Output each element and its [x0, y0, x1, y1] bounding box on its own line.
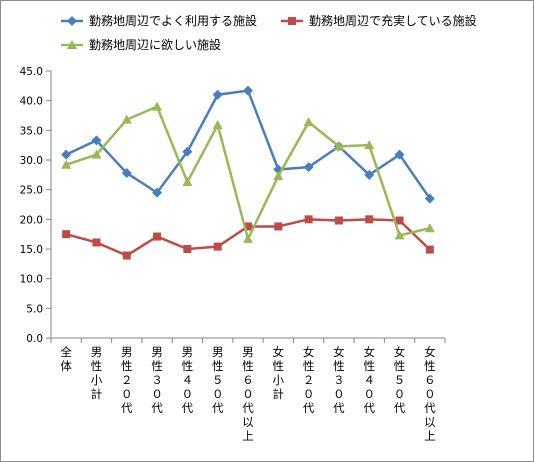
data-point [153, 232, 162, 241]
y-tick-label: 5.0 [26, 303, 43, 315]
data-point [212, 119, 223, 129]
data-point [121, 114, 132, 124]
data-point [212, 89, 223, 100]
data-point [304, 215, 313, 224]
data-point [243, 85, 253, 96]
data-point [61, 159, 72, 169]
legend-entry: 勤務地周辺でよく利用する施設 [61, 13, 257, 28]
y-tick-label: 40.0 [20, 96, 43, 108]
y-tick-label: 15.0 [20, 244, 43, 256]
legend-marker [288, 17, 296, 25]
data-point [274, 222, 283, 231]
data-point [152, 187, 163, 198]
data-point [364, 169, 375, 180]
data-point [62, 230, 71, 239]
data-point [121, 168, 132, 179]
y-tick-label: 20.0 [20, 214, 43, 226]
legend-marker [67, 16, 77, 26]
data-point [364, 140, 375, 150]
y-tick-label: 10.0 [20, 274, 43, 286]
y-tick-label: 30.0 [20, 155, 43, 167]
y-axis: 0.0 5.0 10.0 15.0 20.0 25.0 30.0 35.0 40.0 45.0 [20, 66, 52, 345]
series-lines [61, 85, 435, 260]
data-point [152, 101, 163, 111]
x-axis: 全体 男性小計 男性２０代 男性３０代 男性４０代 男性５０代 男性６０代以上 女性小計 女性２… [50, 337, 446, 443]
data-point [182, 176, 193, 186]
data-point [91, 149, 102, 159]
series-2 [62, 215, 434, 260]
y-tick-label: 45.0 [20, 66, 43, 78]
legend-entry: 勤務地周辺で充実している施設 [281, 13, 477, 28]
y-tick-label: 25.0 [20, 185, 43, 197]
data-point [424, 193, 435, 204]
data-point [394, 149, 405, 160]
x-tick-label: 女性６０代以上 [424, 345, 436, 443]
data-point [273, 171, 284, 181]
x-tick-label: 女性２０代 [303, 345, 315, 415]
y-tick-label: 0.0 [26, 333, 43, 345]
x-tick-label: 女性４０代 [363, 345, 375, 415]
data-point [424, 223, 435, 233]
series-3 [61, 101, 435, 243]
data-point [91, 135, 102, 146]
legend-marker [67, 40, 77, 49]
x-tick-label: 女性小計 [273, 345, 285, 401]
data-point [183, 245, 192, 253]
data-point [365, 215, 374, 224]
legend-label: 勤務地周辺に欲しい施設 [89, 37, 221, 52]
data-point [213, 242, 222, 251]
data-point [395, 216, 404, 225]
data-point [122, 251, 131, 260]
data-point [303, 117, 314, 127]
series-1 [61, 85, 435, 204]
x-tick-label: 男性３０代 [151, 345, 163, 415]
legend-label: 勤務地周辺でよく利用する施設 [89, 13, 257, 28]
x-tick-label: 男性２０代 [121, 345, 133, 415]
data-point [333, 141, 344, 151]
x-tick-label: 男性５０代 [212, 345, 224, 415]
series-line [65, 89, 431, 200]
legend-label: 勤務地周辺で充実している施設 [309, 13, 477, 28]
data-point [303, 162, 314, 173]
data-point [92, 238, 101, 247]
data-point [61, 149, 72, 160]
data-point [334, 216, 343, 225]
legend-entry: 勤務地周辺に欲しい施設 [61, 37, 221, 52]
data-point [244, 222, 252, 231]
y-tick-label: 35.0 [20, 125, 43, 137]
x-tick-label: 全体 [60, 345, 72, 373]
x-tick-label: 女性３０代 [333, 345, 345, 415]
x-tick-label: 男性４０代 [182, 345, 194, 415]
data-point [243, 233, 253, 243]
data-point [425, 245, 434, 254]
data-point [394, 230, 405, 240]
x-tick-label: 男性小計 [91, 345, 103, 401]
x-tick-label: 女性５０代 [394, 345, 406, 415]
data-point [182, 146, 193, 157]
x-tick-label: 男性６０代以上 [242, 345, 254, 443]
